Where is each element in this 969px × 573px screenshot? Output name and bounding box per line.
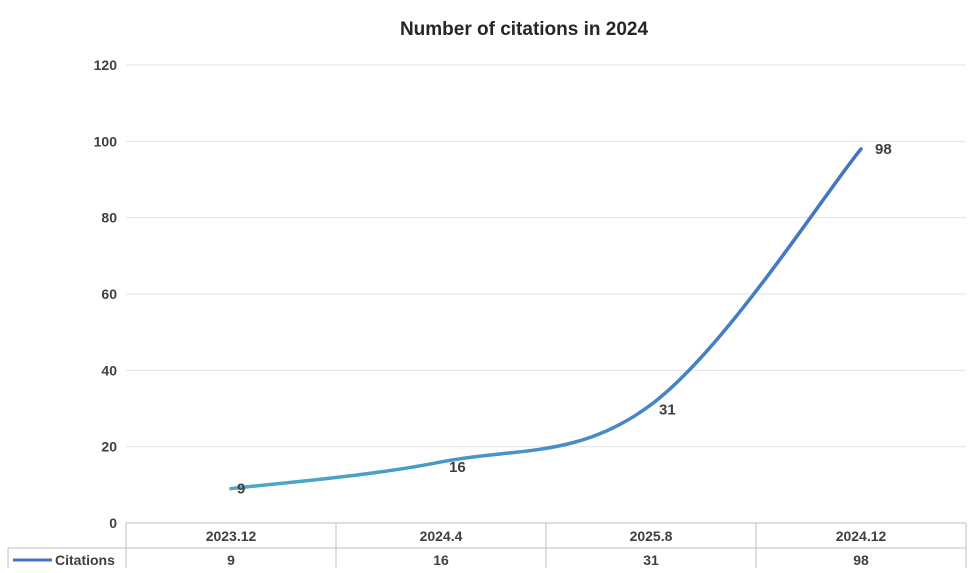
y-tick-label: 20 [101, 439, 117, 455]
data-table: 2023.12 2024.4 2025.8 2024.12 Citations 9 16 31… [8, 523, 966, 568]
table-value-cell: 31 [643, 552, 659, 568]
x-tick-label: 2025.8 [630, 528, 673, 544]
legend-series-name: Citations [55, 552, 115, 568]
y-axis: 0 20 40 60 80 100 120 [94, 57, 118, 531]
table-value-cell: 98 [853, 552, 869, 568]
chart-title: Number of citations in 2024 [400, 19, 649, 40]
table-value-cell: 9 [227, 552, 235, 568]
gridlines [126, 65, 966, 447]
x-tick-label: 2024.4 [420, 528, 463, 544]
y-tick-label: 80 [101, 210, 117, 226]
data-label: 9 [237, 481, 245, 498]
y-tick-label: 40 [101, 362, 117, 378]
x-tick-label: 2023.12 [206, 528, 257, 544]
data-label: 16 [449, 459, 466, 476]
y-tick-label: 120 [94, 57, 118, 73]
y-tick-label: 60 [101, 286, 117, 302]
series-line-layer [231, 149, 861, 489]
table-value-cell: 16 [433, 552, 449, 568]
y-tick-label: 0 [109, 515, 117, 531]
series-line-citations [231, 149, 861, 489]
data-label: 98 [875, 141, 892, 158]
data-label: 31 [659, 402, 676, 419]
y-tick-label: 100 [94, 133, 118, 149]
x-tick-label: 2024.12 [836, 528, 887, 544]
